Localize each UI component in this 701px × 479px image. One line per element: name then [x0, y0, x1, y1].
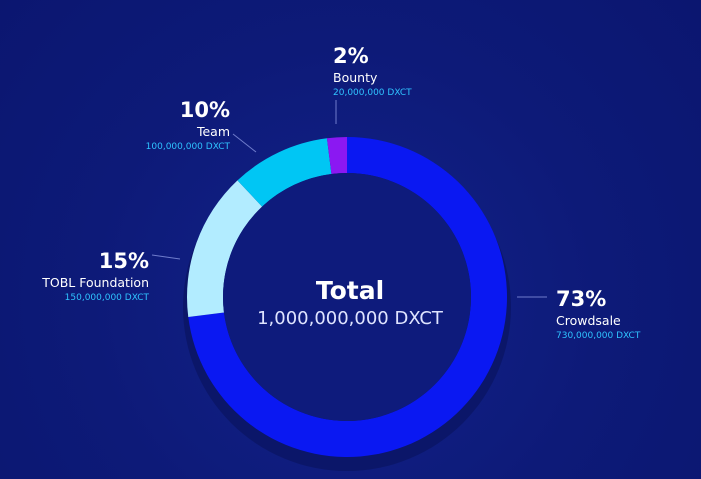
connector-team	[232, 133, 257, 153]
total-value: 1,000,000,000 DXCT	[257, 308, 443, 329]
slice-team	[237, 138, 332, 207]
tobl-foundation-amount: 150,000,000 DXCT	[64, 293, 149, 303]
team-amount: 100,000,000 DXCT	[145, 142, 230, 152]
team-name: Team	[196, 124, 230, 139]
label-bounty: 2% Bounty 20,000,000 DXCT	[333, 44, 412, 99]
total-title: Total	[315, 276, 385, 305]
slice-tobl-foundation	[187, 180, 263, 318]
bounty-percent: 2%	[333, 44, 369, 68]
team-percent: 10%	[179, 98, 230, 122]
label-team: 10% Team 100,000,000 DXCT	[146, 98, 230, 153]
donut-slices	[183, 137, 511, 471]
bounty-amount: 20,000,000 DXCT	[333, 88, 412, 98]
connector-lines	[151, 100, 547, 298]
connector-tobl-foundation	[151, 254, 181, 260]
label-tobl-foundation: 15% TOBL Foundation 150,000,000 DXCT	[42, 249, 149, 304]
tobl-foundation-percent: 15%	[98, 249, 149, 273]
label-crowdsale: 73% Crowdsale 730,000,000 DXCT	[556, 287, 640, 342]
bounty-name: Bounty	[333, 70, 378, 85]
crowdsale-percent: 73%	[556, 287, 607, 311]
crowdsale-amount: 730,000,000 DXCT	[556, 331, 641, 341]
slice-bounty	[326, 137, 347, 174]
tobl-foundation-name: TOBL Foundation	[42, 275, 149, 290]
donut-hole	[223, 173, 471, 421]
crowdsale-name: Crowdsale	[556, 313, 621, 328]
